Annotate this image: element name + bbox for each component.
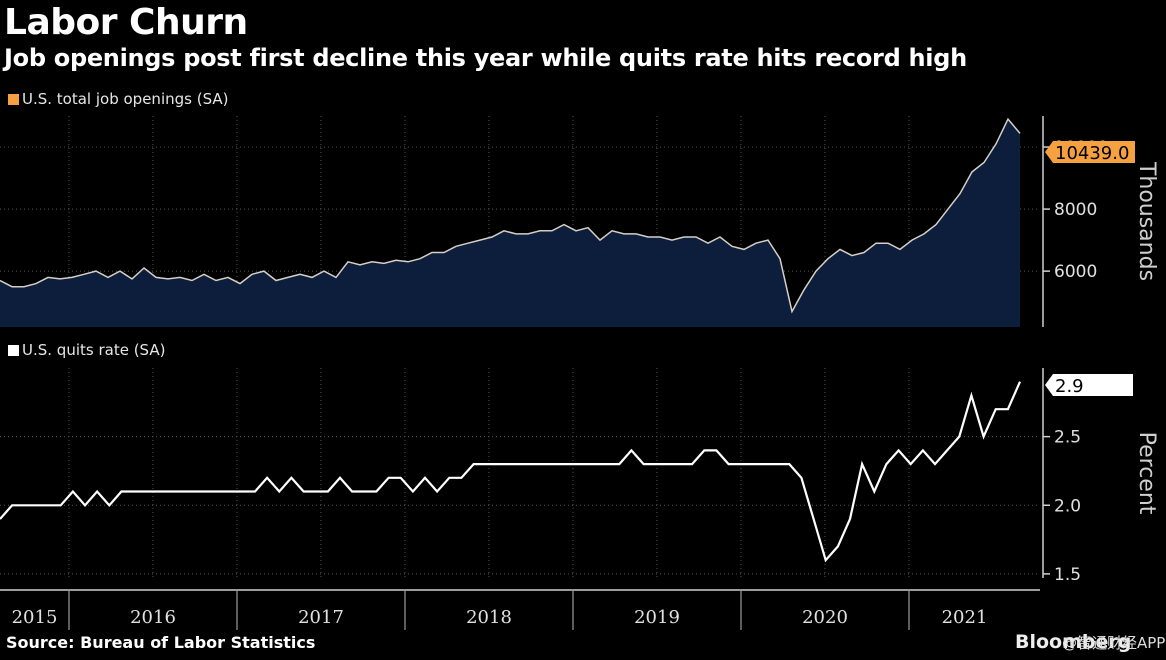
openings-legend-label: U.S. total job openings (SA) [22, 90, 229, 108]
chart-title: Labor Churn [4, 2, 248, 43]
openings-unit-label: Thousands [1134, 161, 1159, 281]
quits-legend-label: U.S. quits rate (SA) [22, 341, 166, 359]
y-tick-label: 1.5 [1054, 565, 1081, 585]
source-note: Source: Bureau of Labor Statistics [6, 633, 316, 652]
y-tick-label: 2.5 [1054, 428, 1081, 448]
openings-area [0, 119, 1020, 327]
y-tick-label: 2.0 [1054, 496, 1081, 516]
badge-value: 10439.0 [1055, 143, 1129, 164]
badge-shape [1045, 374, 1133, 396]
x-year-label: 2018 [466, 607, 512, 628]
x-year-label: 2020 [802, 607, 848, 628]
badge-value: 2.9 [1055, 376, 1084, 397]
openings-last-value-badge: 10439.0 [1045, 141, 1135, 164]
quits-legend-swatch [8, 344, 19, 356]
openings-legend: U.S. total job openings (SA) [8, 90, 228, 108]
quits-legend: U.S. quits rate (SA) [8, 341, 165, 359]
openings-legend-swatch [8, 93, 19, 105]
x-year-label: 2015 [12, 607, 58, 628]
x-year-label: 2021 [942, 607, 988, 628]
quits-unit-label: Percent [1134, 432, 1159, 515]
x-year-label: 2016 [130, 607, 176, 628]
bloomberg-logo: Bloomberg [1015, 631, 1132, 653]
quits-series-line [0, 381, 1022, 563]
badge-shape [1045, 141, 1135, 163]
x-year-label: 2019 [634, 607, 680, 628]
openings-series-line [0, 117, 1021, 314]
y-tick-label: 6000 [1054, 262, 1097, 282]
chart-subtitle: Job openings post first decline this yea… [4, 44, 967, 72]
watermark: @智通财经APP [1062, 634, 1166, 652]
quits-last-value-badge: 2.9 [1045, 374, 1133, 397]
x-year-label: 2017 [298, 607, 344, 628]
y-tick-label: 8000 [1054, 200, 1097, 220]
